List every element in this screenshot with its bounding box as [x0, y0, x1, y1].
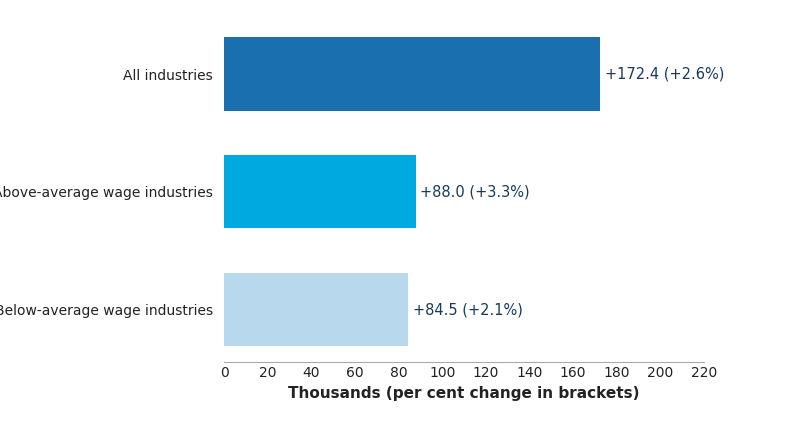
Bar — [224, 155, 416, 228]
X-axis label: Thousands (per cent change in brackets): Thousands (per cent change in brackets) — [288, 386, 640, 401]
Bar — [224, 273, 408, 346]
Text: +88.0 (+3.3%): +88.0 (+3.3%) — [420, 184, 530, 199]
Text: +84.5 (+2.1%): +84.5 (+2.1%) — [413, 302, 522, 317]
Bar — [224, 37, 600, 111]
Text: +172.4 (+2.6%): +172.4 (+2.6%) — [605, 67, 724, 82]
